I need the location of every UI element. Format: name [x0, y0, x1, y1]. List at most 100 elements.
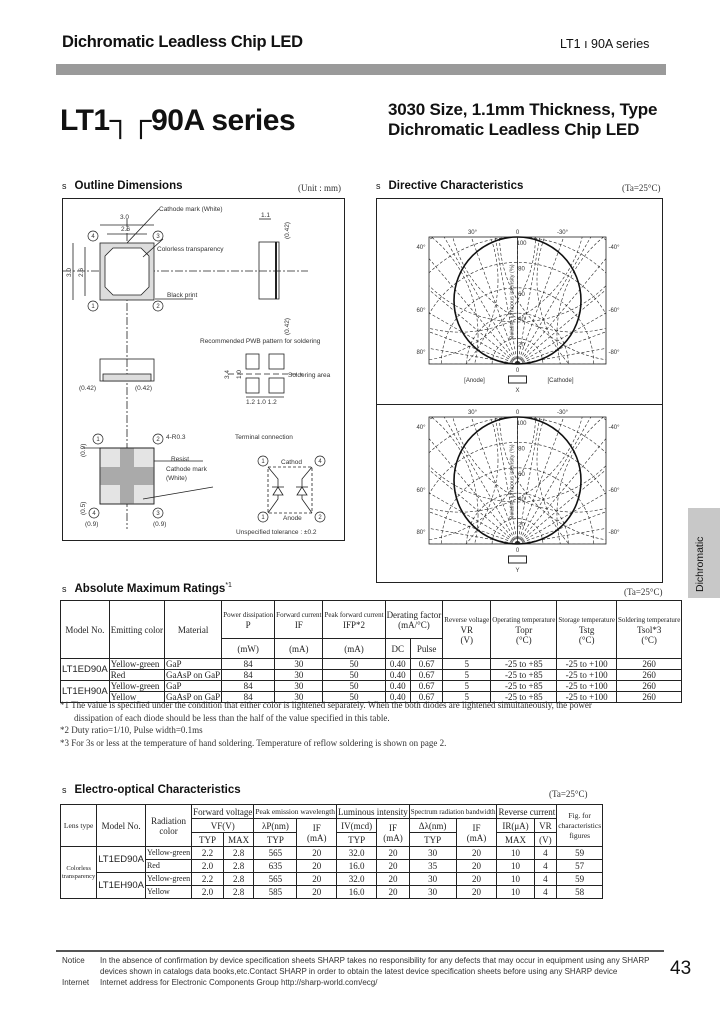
abs-max-notes: *1 The value is specified under the cond…: [60, 699, 620, 749]
cell-fig: 59: [556, 872, 604, 886]
directive-chart-x: 30° 0 -30° 40° -40° 60° -60° 80° -80° 100 80 60 40 20…: [376, 198, 663, 405]
outline-heading: s Outline Dimensions: [62, 180, 183, 192]
cell-vr: 5: [442, 680, 492, 692]
resist-label: Resist: [171, 456, 189, 463]
angle-label: 0: [516, 548, 520, 554]
th-pulse: Pulse: [409, 638, 444, 659]
angle-label: -30°: [557, 410, 569, 416]
radial-tick-label: 20: [518, 523, 525, 529]
th-iv: IV(mcd): [335, 818, 378, 833]
cell-vr: 4: [533, 885, 558, 899]
cell-if: 30: [274, 658, 324, 670]
angle-label: 80°: [416, 530, 426, 536]
th-if-unit: (mA): [274, 638, 324, 659]
radial-tick-label: 20: [518, 343, 525, 349]
grid-cross-arc: [465, 417, 499, 544]
cell-lp: 585: [253, 885, 298, 899]
cell-pulse: 0.67: [409, 669, 444, 681]
grid-cross-arc: [536, 237, 570, 364]
table-row: LT1ED90A Yellow-green GaP 84 30 50 0.40 0.67 5 -2…: [60, 658, 683, 681]
table-row: LT1EH90A Yellow-green 2.2 2.8 565 20 32.0 20 30 2…: [61, 872, 604, 899]
th-typ: TYP: [191, 832, 224, 847]
table-row: Yellow 2.0 2.8 585 20 16.0 20 30 20 10 4 58: [61, 885, 604, 899]
cell-color: Red: [144, 859, 193, 873]
colorless-label: Colorless transparency: [157, 246, 224, 253]
angle-label: -40°: [608, 245, 620, 251]
dim-10: 1.0: [236, 370, 243, 379]
cell-ifp: 50: [322, 680, 386, 692]
radial-tick-label: 40: [518, 497, 525, 503]
cell-dl: 30: [408, 846, 457, 860]
angle-label: 0: [516, 230, 520, 236]
internet-text[interactable]: Internet address for Electronic Componen…: [100, 978, 378, 987]
side-tab[interactable]: Dichromatic: [688, 508, 720, 598]
cell-vf_max: 2.8: [222, 872, 255, 886]
cell-if1: 20: [296, 872, 337, 886]
th-rev: Reverse current: [496, 804, 558, 819]
th-lens: Lens type: [59, 804, 98, 847]
grid-ray: [517, 417, 592, 544]
cell-color: Yellow-green: [108, 658, 166, 670]
grid-ray: [517, 237, 592, 364]
electro-table: Lens type Model No. Radiation color Forw…: [59, 804, 604, 899]
cell-tsol: 260: [615, 658, 683, 670]
th-peak: Peak emission wavelength: [253, 804, 337, 819]
dim-34: 3.4: [224, 370, 231, 379]
grid-ray: [429, 492, 518, 544]
cell-if1: 20: [296, 846, 337, 860]
note: *2 Duty ratio=1/10, Pulse width=0.1ms: [60, 725, 203, 735]
cell-ir: 10: [496, 872, 535, 886]
outline-drawing: 1 2 4 3 1 2 4 3 1 4 1 2 3.0 2.6 Cathode …: [62, 198, 345, 541]
cell-lp: 565: [253, 846, 298, 860]
grid-ray: [517, 348, 606, 364]
white-label: (White): [166, 475, 187, 482]
header-bar: [56, 64, 666, 75]
cell-vr: 5: [442, 658, 492, 670]
cell-vf_typ: 2.0: [191, 859, 224, 873]
cell-tsol: 260: [615, 691, 683, 703]
radial-tick-label: 40: [518, 317, 525, 323]
th-vf-unit: VF(V): [191, 818, 255, 833]
cell-fig: 59: [556, 846, 604, 860]
cell-iv: 16.0: [335, 859, 378, 873]
angle-label: -60°: [608, 308, 620, 314]
cell-iv: 16.0: [335, 885, 378, 899]
cell-p: 84: [221, 669, 276, 681]
cell-if1: 20: [296, 859, 337, 873]
cell-p: 84: [221, 658, 276, 670]
pin-label: 1: [261, 515, 265, 521]
grid-ray: [443, 237, 518, 364]
th-lum: Luminous intensity: [335, 804, 410, 819]
grid-ray: [429, 511, 518, 544]
cell-vf_max: 2.8: [222, 846, 255, 860]
grid-ray: [517, 417, 565, 544]
angle-label: 60°: [416, 488, 426, 494]
product-subtitle: 3030 Size, 1.1mm Thickness, Type Dichrom…: [388, 100, 658, 139]
cell-color: Yellow: [108, 691, 166, 703]
th-radiation: Radiation color: [144, 804, 193, 847]
cell-dc: 0.40: [384, 680, 411, 692]
header-title: Dichromatic Leadless Chip LED: [62, 33, 303, 51]
cell-material: GaP: [164, 680, 223, 692]
cell-model: LT1EH90A: [96, 872, 146, 899]
cell-pulse: 0.67: [409, 680, 444, 692]
cell-material: GaAsP on GaP: [164, 691, 223, 703]
cell-vf_typ: 2.0: [191, 885, 224, 899]
th-if: Forward current IF: [274, 600, 324, 639]
cell-ifp: 50: [322, 669, 386, 681]
grid-ray: [429, 312, 518, 364]
directive-heading: s Directive Characteristics: [376, 180, 524, 192]
cell-ir: 10: [496, 846, 535, 860]
grid-ray: [429, 258, 518, 364]
polar-chart-y: 30° 0 -30° 40° -40° 60° -60° 80° -80° 100 80 60 40 20…: [416, 410, 620, 574]
grid-cross-arc: [536, 417, 570, 544]
cell-fig: 58: [556, 885, 604, 899]
polar-chart-x: 30° 0 -30° 40° -40° 60° -60° 80° -80° 100 80 60 40 20…: [416, 230, 620, 394]
th-spec: Spectrum radiation bandwidth: [408, 804, 498, 819]
grid-cross-arc: [429, 417, 583, 513]
th-tsol: Soldering temperature Tsol*3 (°C): [615, 600, 683, 659]
cell-dl: 35: [408, 859, 457, 873]
direction-label: X: [515, 388, 519, 394]
cell-if3: 20: [455, 872, 498, 886]
side-tab-label: Dichromatic: [694, 536, 706, 592]
